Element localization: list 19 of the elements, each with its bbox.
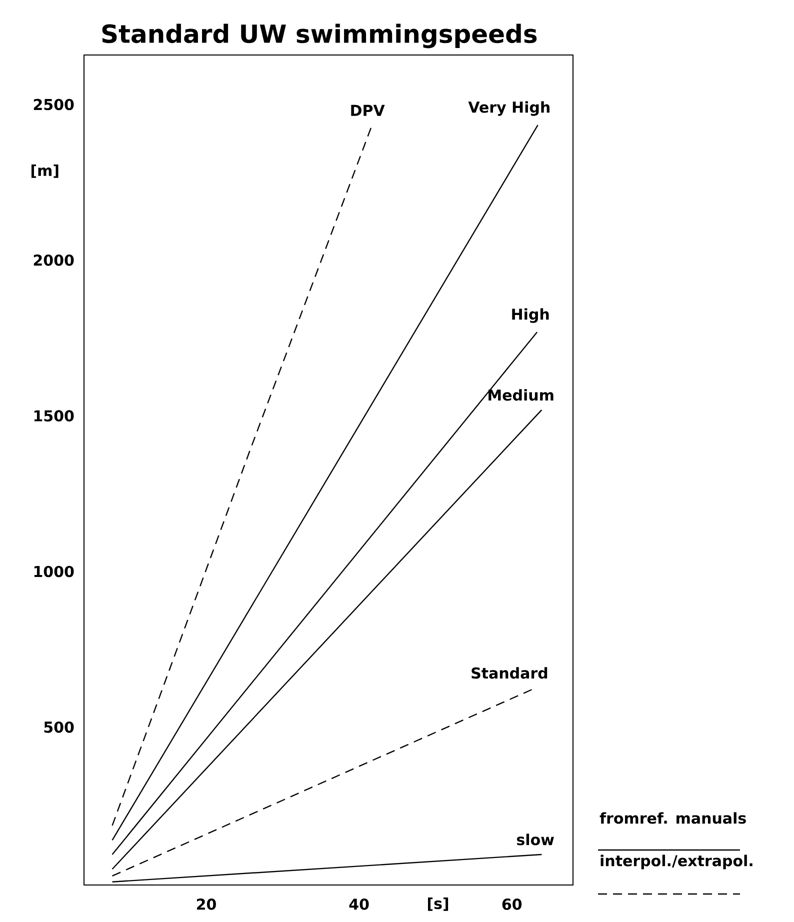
y-tick-label: 2000 — [34, 254, 74, 266]
text: fromref. manuals — [600, 812, 746, 824]
series-label: Very High — [468, 101, 550, 116]
series-label: slow — [517, 834, 554, 846]
y-tick-label: 500 — [44, 721, 74, 733]
x-axis-title: [s] — [428, 898, 448, 911]
x-tick-label: 20 — [197, 898, 216, 910]
y-tick-label: 2500 — [34, 98, 74, 110]
y-tick-label: 1000 — [34, 566, 74, 578]
x-tick-label: 60 — [502, 898, 522, 910]
y-axis-title: [m] — [31, 164, 58, 178]
text: interpol./extrapol. — [600, 854, 752, 870]
series-label: High — [512, 308, 549, 323]
x-tick-label: 40 — [349, 898, 369, 910]
series-label: Standard — [472, 667, 548, 679]
series-label: DPV — [351, 104, 385, 116]
chart-title: Standard UW swimmingspeeds — [102, 24, 537, 48]
series-label: Medium — [488, 389, 554, 401]
y-tick-label: 1500 — [34, 410, 74, 422]
